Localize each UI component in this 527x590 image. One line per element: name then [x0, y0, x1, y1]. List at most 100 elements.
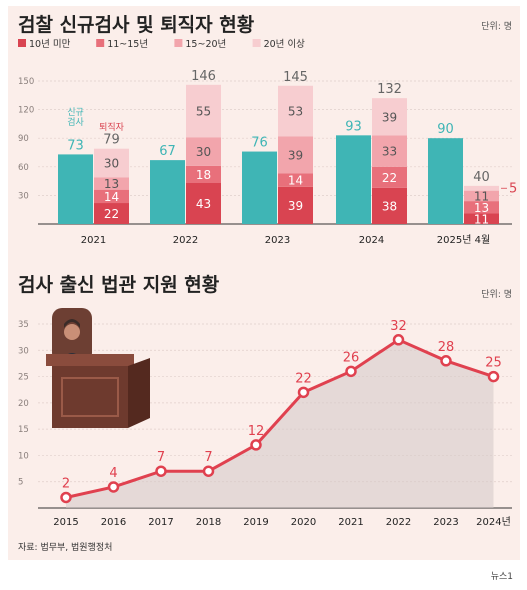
chart2-xtick-2021: 2021: [338, 517, 363, 528]
retiree-seg-label-2025년 4월-2: 11: [474, 189, 489, 203]
line-point-label-2015: 2: [62, 476, 70, 491]
retiree-seg-2022-2: [186, 137, 221, 166]
chart2-unit: 단위: 명: [481, 289, 512, 300]
retiree-seg-label-2024-2: 33: [382, 145, 397, 159]
retiree-seg-label-2021-1: 14: [104, 190, 119, 204]
line-point-label-2016: 4: [109, 466, 117, 481]
line-point-label-2018: 7: [204, 450, 212, 465]
retiree-seg-2024-3: [372, 98, 407, 136]
line-point-label-2024년: 25: [485, 356, 502, 371]
legend-label-0: 10년 미만: [29, 39, 71, 50]
retiree-annotation: 퇴직자: [99, 122, 125, 133]
chart1-ytick-30: 30: [18, 191, 29, 201]
legend-label-1: 11~15년: [107, 39, 148, 50]
line-point-2017: [155, 465, 167, 477]
chart2-xtick-2022: 2022: [386, 517, 411, 528]
bench-top: [46, 354, 134, 366]
chart2-ytick-25: 25: [18, 373, 29, 383]
line-point-2021: [345, 365, 357, 378]
retiree-seg-label-2025년 4월-3: 5: [509, 181, 517, 196]
retiree-seg-2021-0: [94, 203, 129, 224]
bench-side: [128, 358, 150, 428]
retiree-seg-label-2025년 4월-1: 13: [474, 201, 489, 215]
chart1-category-2023: 2023: [265, 235, 290, 246]
line-point-2019: [250, 439, 262, 451]
chart2-xtick-2016: 2016: [101, 517, 126, 528]
retiree-seg-label-2022-1: 18: [196, 168, 211, 182]
line-series: [65, 338, 494, 499]
retiree-seg-2023-0: [278, 186, 313, 224]
bench-panel: [61, 377, 119, 417]
chart1-category-2024: 2024: [359, 235, 384, 246]
chart1-ytick-90: 90: [18, 134, 29, 144]
retiree-total-label-2024: 132: [377, 82, 402, 97]
chart2-ytick-15: 15: [18, 425, 29, 435]
chart1-ytick-150: 150: [18, 77, 34, 87]
judge-hair: [64, 319, 80, 328]
retiree-seg-label-2022-3: 55: [196, 105, 211, 119]
chart2-ytick-5: 5: [18, 478, 23, 488]
chart2-xtick-2024년: 2024년: [476, 516, 511, 528]
retiree-seg-2022-3: [186, 84, 221, 138]
chart1-category-2021: 2021: [81, 235, 106, 246]
chart1-ytick-60: 60: [18, 163, 29, 173]
retiree-seg-2021-1: [94, 189, 129, 204]
retiree-seg-2025년 4월-1: [464, 201, 499, 214]
chart1-ytick-120: 120: [18, 106, 34, 116]
chart2-xtick-2018: 2018: [196, 517, 221, 528]
retiree-seg-label-2023-1: 14: [288, 174, 303, 188]
chart2-ytick-10: 10: [18, 451, 29, 461]
retiree-seg-label-2021-3: 30: [104, 156, 119, 170]
chart1-category-2022: 2022: [173, 235, 198, 246]
retiree-total-label-2023: 145: [283, 70, 308, 85]
new-prosecutor-label-2024: 93: [345, 119, 362, 134]
line-point-2020: [297, 386, 310, 399]
retiree-seg-2024-2: [372, 135, 407, 167]
line-point-2023: [440, 355, 452, 367]
new-prosecutor-annotation-1: 검사: [67, 116, 84, 128]
retiree-seg-label-2022-2: 30: [196, 145, 211, 159]
chart2-title: 검사 출신 법관 지원 현황: [18, 273, 220, 296]
line-point-2018: [202, 465, 215, 477]
chart2-xtick-2015: 2015: [53, 517, 78, 528]
new-prosecutor-label-2021: 73: [67, 138, 84, 153]
new-prosecutor-bar-2025년 4월: [428, 138, 463, 224]
new-prosecutor-label-2022: 67: [159, 144, 176, 159]
infographic-panel: 검찰 신규검사 및 퇴직자 현황 단위: 명 10년 미만 11~15년 15~20년 2…: [8, 6, 520, 560]
line-point-label-2020: 22: [295, 371, 312, 386]
legend-label-2: 15~20년: [185, 39, 226, 50]
retiree-total-label-2021: 79: [103, 133, 120, 148]
retiree-total-label-2025년 4월: 40: [473, 170, 490, 185]
retiree-seg-2025년 4월-3: [464, 185, 499, 191]
retiree-seg-label-2025년 4월-0: 11: [474, 212, 489, 226]
bench-front: [52, 366, 128, 428]
legend-swatch-1: [96, 39, 105, 47]
retiree-seg-label-2021-2: 13: [104, 177, 119, 191]
retiree-seg-label-2021-0: 22: [104, 207, 119, 221]
retiree-seg-2024-0: [372, 187, 407, 224]
retiree-seg-label-2023-0: 39: [288, 199, 303, 213]
line-point-label-2017: 7: [157, 450, 165, 465]
retiree-seg-label-2023-3: 53: [288, 105, 303, 119]
retiree-seg-label-2024-1: 22: [382, 171, 397, 185]
legend-swatch-2: [174, 39, 183, 47]
line-point-label-2022: 32: [390, 319, 407, 334]
chart2-xtick-2020: 2020: [291, 517, 316, 528]
line-point-2016: [107, 481, 120, 493]
line-point-label-2021: 26: [343, 350, 360, 365]
line-point-2015: [60, 491, 72, 504]
new-prosecutor-bar-2024: [336, 135, 371, 224]
retiree-seg-2023-1: [278, 173, 313, 187]
line-point-2024년: [487, 370, 500, 383]
new-prosecutor-bar-2022: [150, 160, 185, 224]
retiree-seg-label-2024-0: 38: [382, 199, 397, 213]
retiree-seg-label-2023-2: 39: [288, 148, 303, 162]
retiree-seg-label-2024-3: 39: [382, 110, 397, 124]
new-prosecutor-bar-2021: [58, 154, 93, 224]
line-point-2022: [392, 334, 405, 346]
chart2-xtick-2019: 2019: [243, 517, 268, 528]
retiree-seg-2024-1: [372, 166, 407, 188]
credit-text: 뉴스1: [490, 572, 513, 582]
chart2-ytick-30: 30: [18, 346, 29, 356]
